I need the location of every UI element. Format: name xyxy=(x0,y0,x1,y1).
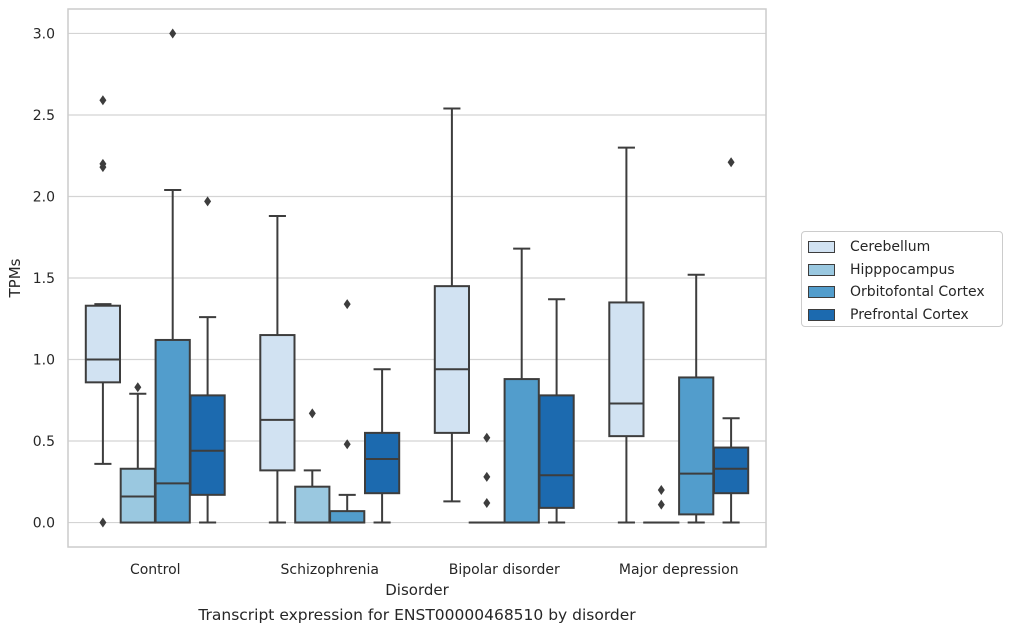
box-group xyxy=(119,382,156,524)
box xyxy=(538,394,575,509)
box xyxy=(503,378,540,524)
outlier-point xyxy=(483,497,491,508)
outlier-point xyxy=(308,408,316,419)
y-tick-label: 2.0 xyxy=(33,189,55,205)
outlier-point xyxy=(134,382,142,393)
y-tick-label: 1.5 xyxy=(33,271,55,287)
box-group xyxy=(712,157,750,524)
box xyxy=(154,338,191,524)
box-group xyxy=(189,196,226,524)
box-group xyxy=(84,95,122,528)
box-group xyxy=(154,28,191,524)
box-group xyxy=(538,298,575,524)
legend-swatch-cerebellum xyxy=(808,241,835,254)
box xyxy=(294,485,331,524)
y-tick-labels: 0.0 0.5 1.0 1.5 2.0 2.5 3.0 xyxy=(33,26,55,531)
y-tick-label: 3.0 xyxy=(33,26,55,42)
outlier-point xyxy=(169,28,177,39)
legend-item: Cerebellum xyxy=(808,236,996,259)
outlier-point xyxy=(727,157,735,168)
y-tick-label: 1.0 xyxy=(33,353,55,369)
outlier-point xyxy=(99,95,107,106)
legend-swatch-hippocampus xyxy=(808,263,835,276)
outlier-point xyxy=(657,484,665,495)
box-group xyxy=(259,215,296,524)
box xyxy=(608,301,645,438)
x-tick-labels: Control Schizophrenia Bipolar disorder Majo… xyxy=(130,562,739,578)
box xyxy=(84,304,122,384)
box-group xyxy=(329,299,366,524)
box xyxy=(329,510,366,524)
legend-swatch-orbitofrontal xyxy=(808,286,835,299)
box-group xyxy=(363,368,401,524)
outlier-point xyxy=(99,517,107,528)
box-group xyxy=(503,247,540,524)
legend-label: Cerebellum xyxy=(850,239,931,256)
figure-caption: Transcript expression for ENST0000046851… xyxy=(198,606,636,624)
outlier-point xyxy=(99,158,107,169)
box xyxy=(363,431,401,495)
y-tick-label: 0.5 xyxy=(33,434,55,450)
y-axis-label: TPMs xyxy=(6,258,24,298)
outlier-point xyxy=(483,471,491,482)
x-tick-label: Control xyxy=(130,562,181,578)
box-group xyxy=(643,484,680,524)
box-group xyxy=(294,408,331,524)
legend-label: Prefrontal Cortex xyxy=(850,306,969,323)
box-series xyxy=(84,28,750,528)
box xyxy=(712,446,750,495)
x-tick-label: Major depression xyxy=(619,562,739,578)
legend-item: Orbitofontal Cortex xyxy=(808,281,996,304)
box xyxy=(678,376,715,516)
x-axis-label: Disorder xyxy=(385,581,449,599)
outlier-point xyxy=(657,499,665,510)
legend-label: Hipppocampus xyxy=(850,261,955,278)
outlier-point xyxy=(343,439,351,450)
outlier-point xyxy=(204,196,212,207)
x-tick-label: Schizophrenia xyxy=(281,562,379,578)
box-group xyxy=(608,146,645,524)
box xyxy=(189,394,226,496)
legend-label: Orbitofontal Cortex xyxy=(850,284,985,301)
box xyxy=(259,334,296,472)
legend-swatch-prefrontal xyxy=(808,308,835,321)
box xyxy=(433,285,471,434)
y-tick-label: 0.0 xyxy=(33,516,55,532)
box-group xyxy=(468,432,505,524)
box-group xyxy=(678,273,715,524)
box-group xyxy=(433,107,471,503)
plot-frame xyxy=(67,8,767,548)
legend-item: Prefrontal Cortex xyxy=(808,304,996,327)
y-tick-label: 2.5 xyxy=(33,108,55,124)
x-tick-label: Bipolar disorder xyxy=(449,562,560,578)
legend-item: Hipppocampus xyxy=(808,259,996,282)
legend: Cerebellum Hipppocampus Orbitofontal Cor… xyxy=(801,231,1003,327)
outlier-point xyxy=(483,432,491,443)
outlier-point xyxy=(343,299,351,310)
